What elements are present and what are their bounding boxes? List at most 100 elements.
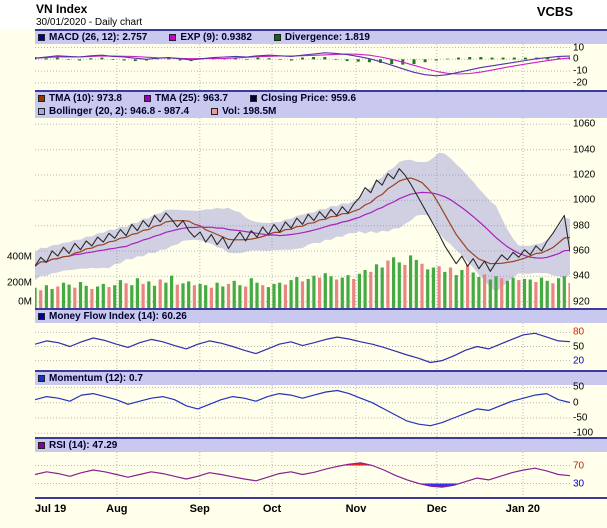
volume-bar (568, 282, 570, 308)
volume-bar (135, 278, 139, 308)
volume-bar (244, 286, 248, 308)
volume-bar (39, 290, 43, 308)
legend-macd: MACD (26, 12): 2.757 (38, 32, 147, 43)
volume-bar (56, 286, 60, 308)
volume-bar (335, 279, 339, 308)
volume-bar (152, 285, 157, 308)
volume-bar (488, 279, 492, 308)
y-tick-label: -50 (573, 412, 588, 424)
volume-bar (90, 289, 94, 308)
tma10-line (35, 177, 570, 267)
volume-bar (306, 278, 310, 308)
legend-closing-price: Closing Price: 959.6 (249, 93, 356, 104)
legend-exp: EXP (9): 0.9382 (169, 32, 252, 43)
divergence-bar (390, 59, 394, 64)
legend-rsi-label: RSI (14): 47.29 (49, 440, 118, 451)
volume-bar (67, 284, 71, 308)
divergence-bar (44, 58, 48, 60)
legend-divergence: Divergence: 1.819 (273, 32, 370, 43)
x-axis-label: Sep (189, 503, 210, 515)
divergence-bar (100, 57, 104, 60)
volume-bar (374, 264, 379, 308)
volume-bar (226, 283, 231, 308)
legend-macd-label: MACD (26, 12): 2.757 (49, 32, 148, 43)
macd-panel: MACD (26, 12): 2.757 EXP (9): 0.9382 Div… (0, 29, 607, 90)
volume-bar (437, 266, 441, 308)
volume-bar (369, 271, 373, 308)
volume-bar (238, 285, 242, 308)
mfi-plot (35, 323, 570, 370)
divergence-bar (167, 58, 171, 60)
volume-swatch-icon (211, 108, 219, 115)
volume-bar (84, 285, 88, 308)
volume-bar (278, 282, 282, 308)
y-tick-label: -100 (573, 427, 594, 439)
volume-bar (448, 267, 453, 308)
divergence-bar (546, 57, 550, 60)
mfi-line (35, 332, 570, 364)
macd-plot-svg (35, 44, 570, 90)
divergence-bar (457, 57, 460, 60)
rsi-line (35, 462, 570, 488)
momentum-line (35, 389, 570, 427)
volume-bar (403, 264, 407, 308)
divergence-bar (289, 59, 293, 61)
closing-price-swatch-icon (249, 95, 257, 102)
divergence-bar (479, 57, 483, 60)
divergence-bar (256, 57, 260, 60)
y-tick-label: 1020 (573, 169, 596, 181)
volume-bar (409, 255, 413, 308)
x-axis-label: Aug (106, 503, 128, 515)
volume-tick-label: 400M (6, 251, 32, 263)
y-tick-label: 70 (573, 460, 585, 471)
volume-bar (255, 282, 259, 308)
volume-bar (215, 282, 219, 308)
price-plot (35, 118, 570, 308)
volume-bar (431, 267, 435, 308)
volume-bar (329, 276, 333, 308)
divergence-bar (367, 59, 371, 63)
bollinger-swatch-icon (38, 108, 45, 115)
volume-bar (380, 267, 384, 308)
volume-bar (420, 263, 424, 308)
divergence-bar (434, 59, 438, 61)
volume-bar (50, 289, 54, 308)
volume-bar (443, 271, 447, 308)
volume-bar (534, 282, 538, 308)
momentum-legend-band: Momentum (12): 0.7 (35, 370, 607, 385)
y-tick-label: 1060 (573, 118, 596, 130)
divergence-bar (323, 57, 327, 60)
volume-bar (181, 283, 185, 308)
divergence-bar (178, 59, 182, 61)
x-axis-label: Oct (262, 503, 282, 515)
price-legend-band: TMA (10): 973.8 TMA (25): 963.7 Closing … (35, 90, 607, 118)
price-legend-row-1: TMA (10): 973.8 TMA (25): 963.7 Closing … (35, 92, 607, 105)
volume-bar (500, 278, 504, 308)
mfi-panel: Money Flow Index (14): 60.26 80 50 20 (0, 308, 607, 370)
divergence-bar (267, 58, 271, 60)
chart-header-left: VN Index 30/01/2020 - Daily chart (36, 2, 142, 28)
volume-bar (363, 270, 367, 308)
volume-bar (187, 281, 191, 308)
volume-bar (44, 285, 48, 308)
rsi-plot (35, 452, 570, 497)
volume-bar (522, 278, 527, 308)
volume-tick-label: 0M (18, 296, 32, 308)
divergence-bar (379, 59, 382, 63)
divergence-bar (356, 59, 360, 62)
volume-bar (101, 283, 105, 308)
x-axis-label: Dec (426, 503, 447, 515)
volume-bar (266, 287, 270, 308)
volume-bar (158, 279, 162, 308)
rsi-swatch-icon (38, 442, 45, 449)
divergence-bar (278, 59, 282, 60)
y-tick-label: 10 (573, 42, 585, 54)
volume-bar (61, 282, 66, 308)
divergence-bar (78, 59, 82, 61)
momentum-swatch-icon (38, 375, 45, 382)
divergence-bar (423, 59, 427, 63)
volume-bar (466, 264, 470, 308)
macd-swatch-icon (38, 34, 45, 41)
volume-bar (557, 278, 561, 308)
